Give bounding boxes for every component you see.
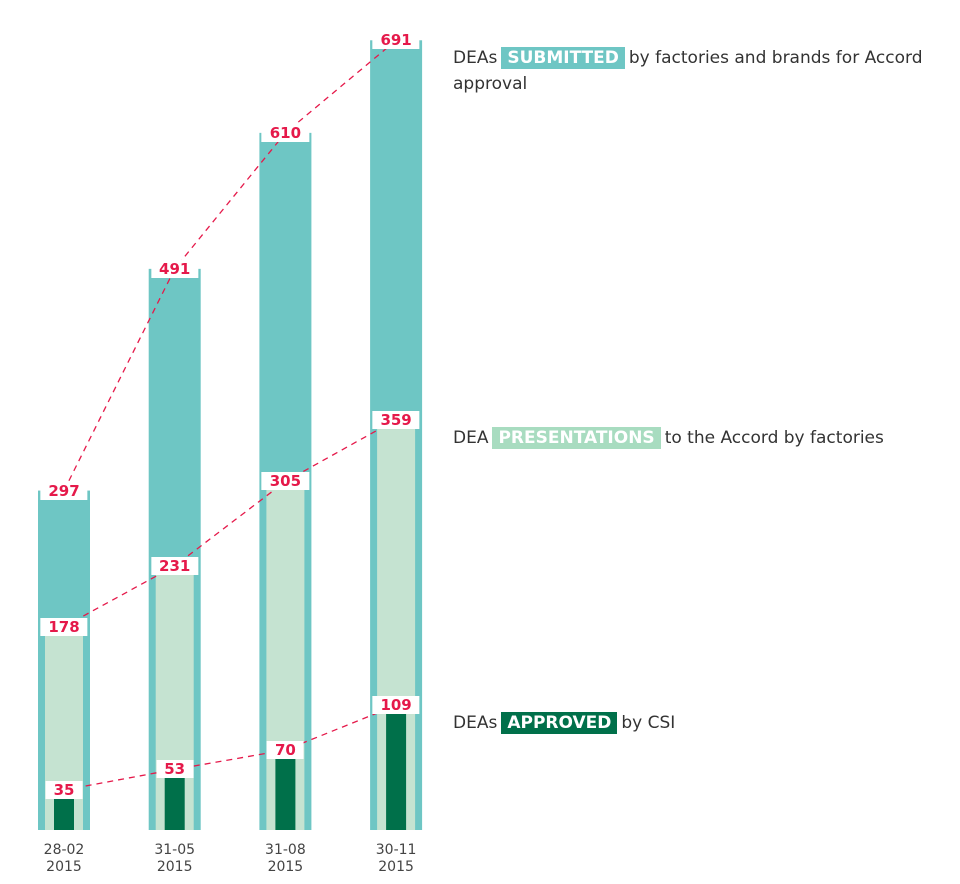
value-label: 70: [266, 741, 304, 759]
value-label: 610: [261, 123, 310, 142]
value-label: 491: [151, 259, 199, 278]
value-label: 53: [156, 760, 194, 779]
value-label: 109: [372, 696, 420, 715]
value-label: 305: [261, 472, 310, 491]
legend-prefix: DEA: [453, 427, 489, 448]
x-tick-label: 30-11 2015: [375, 842, 417, 875]
value-label: 231: [151, 557, 199, 575]
legend-suffix: by CSI: [621, 713, 676, 734]
connector-line: [63, 39, 397, 491]
value-label: 35: [45, 781, 83, 799]
x-tick-label: 31-08 2015: [265, 842, 306, 875]
legend-prefix: DEAs: [453, 48, 498, 69]
connector-line: [63, 704, 397, 791]
legend-suffix: by factories and brands for Accord appro…: [453, 48, 923, 95]
legend-prefix: DEAs: [453, 713, 498, 734]
bar: [386, 705, 407, 830]
x-tick-label: 28-02 2015: [43, 842, 85, 875]
legend-name: SUBMITTED: [501, 47, 625, 70]
legend-entry: DEAs APPROVED by CSI: [453, 710, 953, 736]
bar: [275, 750, 296, 830]
bar: [54, 790, 74, 830]
legend-name: PRESENTATIONS: [492, 426, 661, 449]
value-label: 359: [372, 410, 420, 429]
legend-suffix: to the Accord by factories: [664, 427, 884, 448]
connector-line: [63, 419, 397, 628]
value-label: 178: [40, 617, 88, 636]
legend-name: APPROVED: [501, 712, 618, 735]
bar: [164, 769, 185, 830]
legend-entry: DEA PRESENTATIONS to the Accord by factori…: [453, 425, 953, 451]
value-label: 691: [372, 31, 420, 50]
legend-entry: DEAs SUBMITTED by factories and brands for…: [453, 45, 923, 97]
value-label: 297: [40, 481, 88, 500]
x-tick-label: 31-05 2015: [154, 842, 196, 875]
